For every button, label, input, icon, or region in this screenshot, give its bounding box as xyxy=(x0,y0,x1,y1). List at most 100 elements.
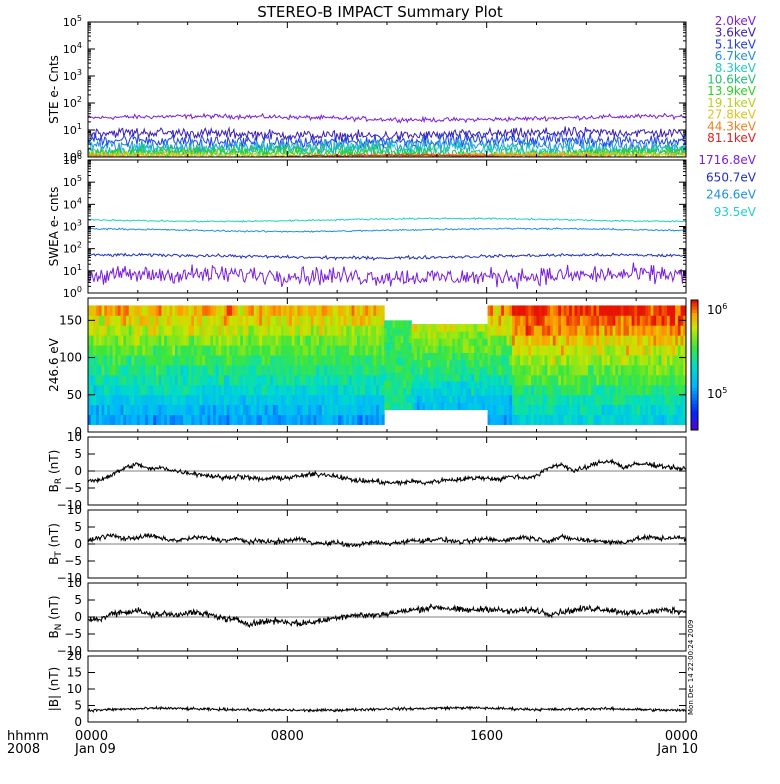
heatmap-cell xyxy=(571,355,575,366)
heatmap-cell xyxy=(547,335,551,346)
ste-ytick-label: 105 xyxy=(63,14,82,29)
heatmap-cell xyxy=(406,357,410,366)
heatmap-cell xyxy=(357,394,361,406)
heatmap-cell xyxy=(522,315,527,326)
heatmap-cell xyxy=(664,374,668,386)
heatmap-cell xyxy=(408,365,412,373)
heatmap-cell xyxy=(438,366,442,375)
heatmap-cell xyxy=(155,384,160,396)
heatmap-cell xyxy=(631,404,635,416)
heatmap-cell xyxy=(147,305,151,316)
heatmap-cell xyxy=(253,404,257,416)
heatmap-cell xyxy=(280,335,285,346)
heatmap-cell xyxy=(392,365,396,373)
heatmap-cell xyxy=(321,315,325,326)
heatmap-cell xyxy=(585,384,589,396)
heatmap-cell xyxy=(645,305,649,316)
heatmap-cell xyxy=(604,355,608,366)
heatmap-cell xyxy=(384,365,388,373)
heatmap-cell xyxy=(378,404,382,416)
heatmap-cell xyxy=(675,414,679,425)
heatmap-cell xyxy=(316,365,320,376)
heatmap-cell xyxy=(340,394,344,406)
heatmap-cell xyxy=(98,404,102,416)
legend-44.3keV: 44.3keV xyxy=(707,119,757,133)
heatmap-cell xyxy=(563,335,567,346)
heatmap-cell xyxy=(482,352,486,361)
heatmap-cell xyxy=(199,355,203,366)
heatmap-cell xyxy=(441,366,445,375)
heatmap-cell xyxy=(397,342,401,351)
heatmap-cell xyxy=(131,404,135,416)
heatmap-cell xyxy=(286,394,290,406)
heatmap-cell xyxy=(406,342,410,351)
heatmap-cell xyxy=(172,345,176,356)
heatmap-cell xyxy=(588,325,592,336)
colorbar-segment xyxy=(691,303,698,307)
heatmap-cell xyxy=(509,404,513,416)
heatmap-cell xyxy=(525,305,529,316)
heatmap-cell xyxy=(147,414,151,425)
heatmap-cell xyxy=(155,325,160,336)
heatmap-cell xyxy=(430,345,434,353)
colorbar-segment xyxy=(691,391,698,395)
heatmap-cell xyxy=(319,345,323,356)
heatmap-cell xyxy=(343,414,347,425)
heatmap-cell xyxy=(680,414,684,425)
heatmap-cell xyxy=(275,394,279,406)
heatmap-cell xyxy=(531,315,535,326)
heatmap-cell xyxy=(188,414,192,425)
heatmap-cell xyxy=(653,345,657,356)
heatmap-cell xyxy=(267,315,271,326)
heatmap-cell xyxy=(501,315,505,326)
heatmap-cell xyxy=(191,414,195,425)
heatmap-cell xyxy=(395,357,399,366)
heatmap-cell xyxy=(107,355,111,366)
heatmap-cell xyxy=(680,404,684,416)
heatmap-cell xyxy=(387,365,391,373)
swea-ytick-base: 10 xyxy=(63,243,77,256)
heatmap-cell xyxy=(90,394,94,406)
heatmap-cell xyxy=(381,335,385,346)
heatmap-cell xyxy=(158,305,162,316)
heatmap-cell xyxy=(590,365,594,376)
heatmap-cell xyxy=(210,325,214,336)
heatmap-cell xyxy=(669,384,673,396)
heatmap-cell xyxy=(582,315,586,326)
heatmap-cell xyxy=(131,325,135,336)
heatmap-cell xyxy=(362,404,366,416)
heatmap-cell xyxy=(618,394,622,406)
heatmap-cell xyxy=(229,365,233,376)
heatmap-cell xyxy=(664,384,668,396)
heatmap-cell xyxy=(218,315,222,326)
heatmap-cell xyxy=(656,365,660,376)
heatmap-cell xyxy=(240,384,244,396)
series-line-650.7eV xyxy=(88,252,686,261)
heatmap-cell xyxy=(188,365,192,376)
heatmap-cell xyxy=(411,338,415,346)
heatmap-cell xyxy=(128,404,132,416)
heatmap-cell xyxy=(88,404,92,416)
panel-swea: 1716.8eV650.7eV246.6eV93.5eV100101102103… xyxy=(47,152,757,300)
heatmap-cell xyxy=(555,414,559,425)
heatmap-cell xyxy=(237,335,241,346)
heatmap-cell xyxy=(210,315,214,326)
heatmap-cell xyxy=(419,366,423,375)
heatmap-cell xyxy=(593,384,597,396)
heatmap-cell xyxy=(482,395,486,403)
heatmap-cell xyxy=(672,374,676,386)
heatmap-cell xyxy=(365,365,369,376)
heatmap-cell xyxy=(329,325,334,336)
heatmap-cell xyxy=(310,335,315,346)
colorbar-tick-base: 10 xyxy=(707,303,722,317)
heatmap-cell xyxy=(490,404,494,416)
heatmap-cell xyxy=(378,384,382,396)
colorbar-segment xyxy=(691,329,698,333)
heatmap-cell xyxy=(468,366,472,375)
heatmap-cell xyxy=(147,404,151,416)
heatmap-cell xyxy=(642,315,646,326)
heatmap-cell xyxy=(623,345,627,356)
heatmap-cell xyxy=(199,345,203,356)
heatmap-cell xyxy=(204,374,208,386)
heatmap-cell xyxy=(498,305,502,316)
